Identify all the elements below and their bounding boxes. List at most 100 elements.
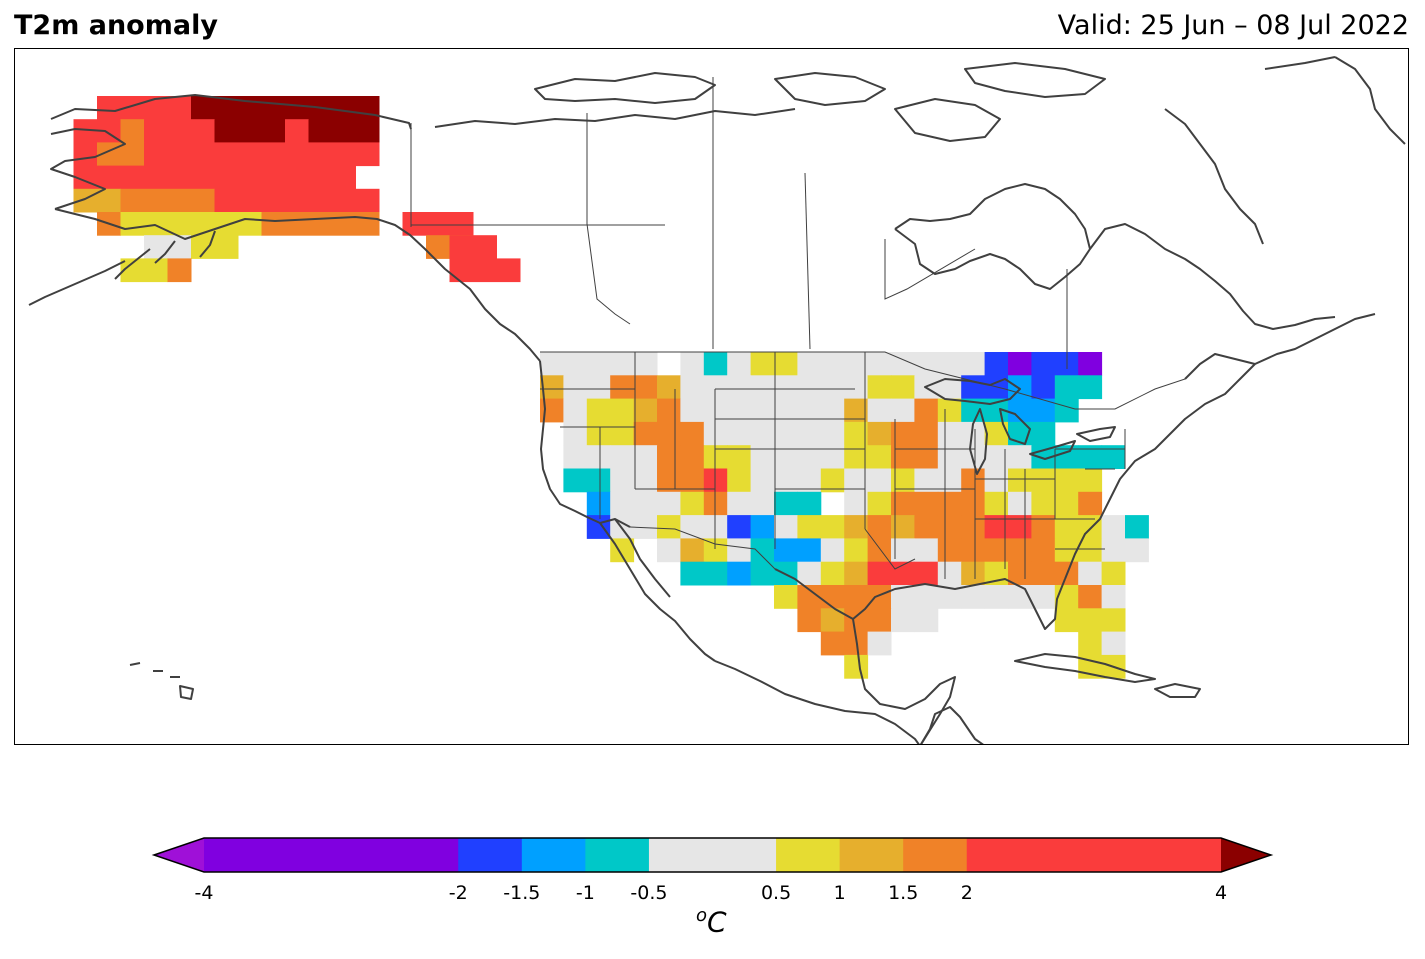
anomaly-cell [891,445,915,469]
anomaly-cell [703,468,728,493]
map-panel [14,48,1409,745]
anomaly-cell [727,398,752,423]
anomaly-cell [727,352,752,376]
anomaly-cell [1031,585,1056,609]
anomaly-cell [750,491,775,516]
anomaly-cell [1054,608,1079,633]
anomaly-cell [937,538,962,563]
anomaly-cell [891,585,915,609]
anomaly-cell [1054,515,1079,539]
colorbar [150,834,1275,879]
anomaly-cell [891,352,915,376]
anomaly-cell [727,561,752,586]
anomaly-cell [610,468,635,493]
anomaly-cell [820,398,845,423]
anomaly-cell [984,491,1009,516]
valid-period: Valid: 25 Jun – 08 Jul 2022 [1057,10,1409,41]
anomaly-cell [1031,352,1056,376]
anomaly-cell [680,421,705,446]
anomaly-cell [937,491,962,516]
anomaly-cell [610,445,635,469]
colorbar-segment [585,838,650,872]
anomaly-cell [1101,608,1126,633]
anomaly-cell [1008,538,1032,563]
anomaly-cell [797,445,822,469]
anomaly-cell [774,468,798,493]
anomaly-cell [1008,445,1032,469]
anomaly-cell [867,445,892,469]
anomaly-cell [774,421,798,446]
anomaly-cell [610,421,635,446]
anomaly-cell [1078,375,1103,400]
anomaly-cell [937,561,962,586]
anomaly-cell [797,538,822,563]
anomaly-cell [680,538,705,563]
anomaly-cell [774,445,798,469]
anomaly-cell [120,119,145,143]
anomaly-cell [750,515,775,539]
anomaly-cell [750,421,775,446]
anomaly-cell [657,398,681,423]
colorbar-tick-label: 1.5 [888,882,919,904]
anomaly-cell [820,445,845,469]
colorbar-tick-label: 0.5 [760,882,792,904]
anomaly-cell [797,375,822,400]
colorbar-tick-label: -4 [194,882,214,904]
anomaly-cell [984,515,1009,539]
anomaly-cell [774,585,798,609]
anomaly-cell [750,398,775,423]
anomaly-cell [844,654,869,679]
anomaly-cell [961,515,986,539]
anomaly-cell [844,445,869,469]
anomaly-cell [680,398,705,423]
anomaly-cell [914,538,939,563]
colorbar-segment [458,838,523,872]
anomaly-cell [750,375,775,400]
anomaly-cell [961,585,986,609]
anomaly-cell [937,421,962,446]
anomaly-cell [97,96,192,120]
anomaly-cell [1054,375,1079,400]
colorbar-segment [966,838,1222,872]
anomaly-cell [1078,585,1103,609]
anomaly-cell [120,188,215,213]
anomaly-cell [680,375,705,400]
anomaly-cell [633,421,658,446]
colorbar-segment [204,838,459,872]
anomaly-cell [1031,561,1056,586]
anomaly-cell [961,538,986,563]
anomaly-cell [285,119,309,143]
anomaly-cell [1031,538,1056,563]
anomaly-cell [586,352,611,376]
anomaly-cell [657,445,681,469]
anomaly-cell [144,235,192,259]
anomaly-cell [867,561,892,586]
political-borders [410,77,1186,579]
anomaly-cell [891,538,915,563]
anomaly-cell [867,468,892,493]
anomaly-cell [891,515,915,539]
anomaly-cell [657,375,681,400]
anomaly-cell [1008,491,1032,516]
anomaly-cell [1008,515,1032,539]
anomaly-cell [797,491,822,516]
anomaly-cell [844,538,869,563]
colorbar-under-arrow [154,838,204,872]
anomaly-cell [774,375,798,400]
anomaly-cell [1031,375,1056,400]
anomaly-cell [820,515,845,539]
anomaly-cell [261,212,380,236]
anomaly-cell [586,445,611,469]
anomaly-cell [750,538,775,563]
anomaly-cell [120,258,168,283]
anomaly-cell [540,352,564,376]
anomaly-cell [844,398,869,423]
anomaly-cell [680,561,705,586]
colorbar-segment [839,838,904,872]
colorbar-canvas [151,837,1274,873]
anomaly-cell [167,258,192,283]
anomaly-cell [937,375,962,400]
anomaly-cell [914,608,939,633]
anomaly-cell [680,445,705,469]
anomaly-cell [1078,491,1103,516]
